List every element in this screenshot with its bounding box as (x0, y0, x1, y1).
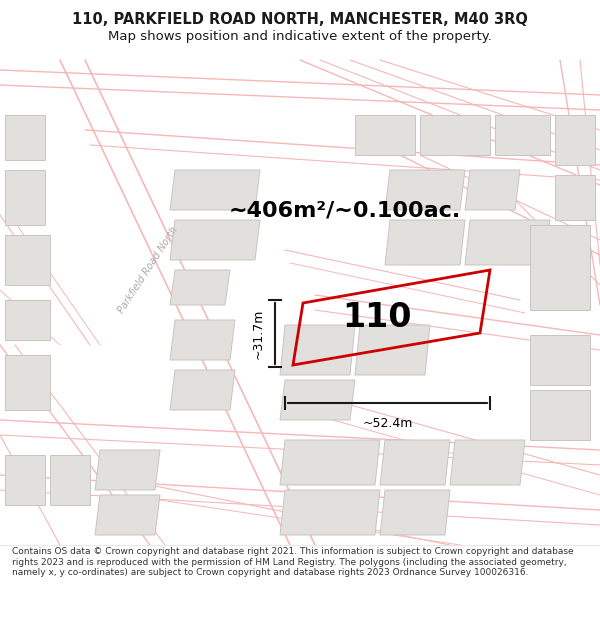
Polygon shape (280, 440, 380, 485)
Text: ~31.7m: ~31.7m (252, 308, 265, 359)
Polygon shape (170, 220, 260, 260)
Polygon shape (465, 170, 520, 210)
Polygon shape (280, 380, 355, 420)
Polygon shape (465, 220, 550, 265)
Polygon shape (380, 440, 450, 485)
Polygon shape (280, 325, 355, 375)
Polygon shape (495, 115, 550, 155)
Polygon shape (5, 455, 45, 505)
Polygon shape (280, 490, 380, 535)
Polygon shape (170, 170, 260, 210)
Polygon shape (170, 370, 235, 410)
Polygon shape (555, 115, 595, 165)
Text: Map shows position and indicative extent of the property.: Map shows position and indicative extent… (108, 30, 492, 43)
Text: ~406m²/~0.100ac.: ~406m²/~0.100ac. (229, 200, 461, 220)
Polygon shape (5, 235, 50, 285)
Polygon shape (530, 390, 590, 440)
Polygon shape (95, 495, 160, 535)
Polygon shape (555, 175, 595, 220)
Polygon shape (5, 355, 50, 410)
Polygon shape (380, 490, 450, 535)
Polygon shape (50, 455, 90, 505)
Text: Contains OS data © Crown copyright and database right 2021. This information is : Contains OS data © Crown copyright and d… (12, 548, 574, 578)
Text: ~52.4m: ~52.4m (362, 417, 413, 430)
Polygon shape (95, 450, 160, 490)
Text: Parkfield Road North: Parkfield Road North (116, 225, 180, 315)
Text: 110, PARKFIELD ROAD NORTH, MANCHESTER, M40 3RQ: 110, PARKFIELD ROAD NORTH, MANCHESTER, M… (72, 12, 528, 27)
Polygon shape (170, 320, 235, 360)
Polygon shape (355, 115, 415, 155)
Polygon shape (170, 270, 230, 305)
Polygon shape (355, 325, 430, 375)
Polygon shape (5, 170, 45, 225)
Polygon shape (530, 335, 590, 385)
Polygon shape (420, 115, 490, 155)
Polygon shape (450, 440, 525, 485)
Polygon shape (5, 115, 45, 160)
Polygon shape (530, 225, 590, 310)
Polygon shape (5, 300, 50, 340)
Polygon shape (385, 170, 465, 210)
Text: 110: 110 (342, 301, 411, 334)
Polygon shape (385, 220, 465, 265)
